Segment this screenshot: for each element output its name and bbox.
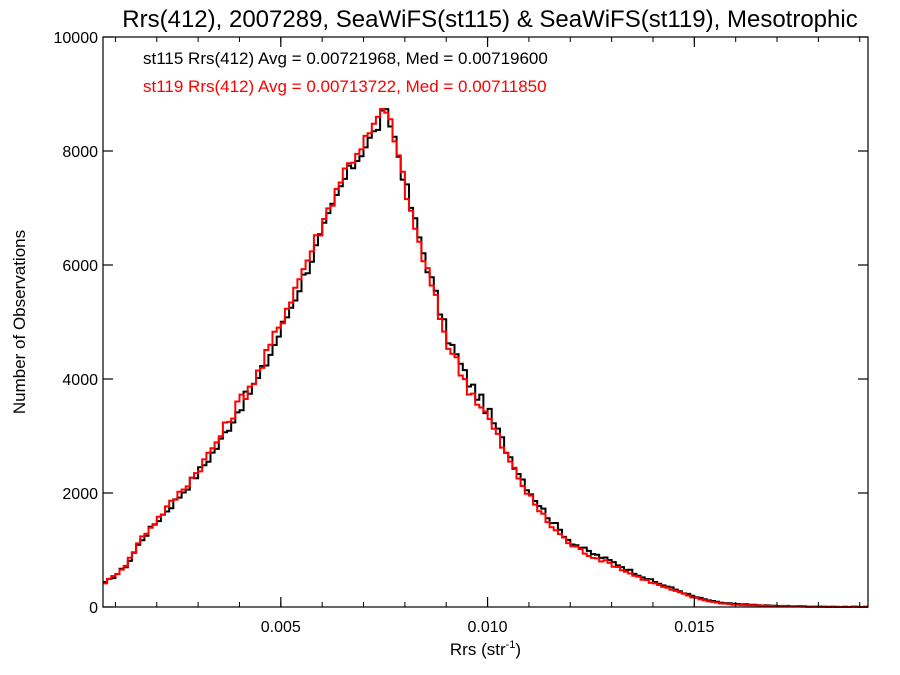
series-line-st115 (103, 108, 868, 608)
y-axis-label: Number of Observations (10, 230, 29, 414)
legend-entry-st119: st119 Rrs(412) Avg = 0.00713722, Med = 0… (143, 77, 547, 96)
series-line-st119 (103, 108, 868, 608)
x-tick-label: 0.005 (261, 619, 301, 636)
legend-entry-st115: st115 Rrs(412) Avg = 0.00721968, Med = 0… (143, 49, 548, 68)
y-tick-label: 10000 (54, 30, 99, 47)
chart-title: Rrs(412), 2007289, SeaWiFS(st115) & SeaW… (122, 6, 857, 33)
y-tick-label: 0 (89, 600, 98, 617)
y-tick-label: 6000 (62, 258, 98, 275)
x-axis-label: Rrs (str-1) (450, 639, 521, 659)
plot-area-frame (102, 36, 869, 608)
x-tick-label: 0.015 (674, 619, 714, 636)
y-tick-label: 2000 (62, 486, 98, 503)
y-tick-label: 4000 (62, 372, 98, 389)
x-tick-label: 0.010 (468, 619, 508, 636)
y-tick-label: 8000 (62, 144, 98, 161)
